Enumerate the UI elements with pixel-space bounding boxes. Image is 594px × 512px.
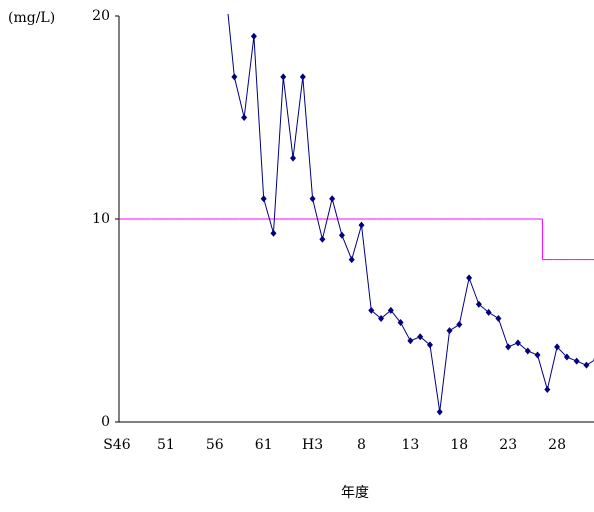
data-marker xyxy=(573,357,580,365)
data-marker xyxy=(475,300,482,308)
data-marker xyxy=(495,314,502,322)
x-tick-label: 51 xyxy=(157,437,175,453)
y-tick-label: 10 xyxy=(92,211,110,227)
x-tick-label: 18 xyxy=(450,437,468,453)
data-marker xyxy=(505,343,512,351)
x-tick-label: 23 xyxy=(499,437,517,453)
data-marker xyxy=(544,386,551,394)
data-marker xyxy=(299,73,306,81)
y-tick-label: 0 xyxy=(101,414,110,430)
data-marker xyxy=(378,314,385,322)
data-marker xyxy=(319,235,326,243)
data-marker xyxy=(241,114,248,121)
data-marker xyxy=(358,221,365,229)
data-marker xyxy=(260,195,267,203)
x-axis-label: 年度 xyxy=(341,485,369,501)
data-marker xyxy=(485,308,492,316)
x-tick-label: S46 xyxy=(103,437,130,453)
data-marker xyxy=(524,347,531,355)
data-marker xyxy=(290,154,297,162)
x-tick-label: 56 xyxy=(206,437,224,453)
x-tick-label: 13 xyxy=(401,437,419,453)
data-marker xyxy=(338,231,345,239)
y-tick-label: 20 xyxy=(92,8,110,24)
data-marker xyxy=(456,321,463,329)
data-marker xyxy=(397,319,404,327)
plot-area xyxy=(119,14,594,416)
data-marker xyxy=(368,306,375,314)
data-marker xyxy=(446,327,453,335)
data-marker xyxy=(563,353,570,361)
data-marker xyxy=(231,73,238,81)
data-marker xyxy=(466,274,473,282)
data-marker xyxy=(348,256,355,264)
data-line xyxy=(227,14,594,412)
data-marker xyxy=(534,351,541,359)
x-tick-label: 8 xyxy=(357,437,366,453)
y-axis-label: (mg/L) xyxy=(8,10,55,26)
data-marker xyxy=(387,306,394,314)
data-marker xyxy=(417,333,424,341)
data-marker xyxy=(514,339,521,347)
x-tick-label: H3 xyxy=(302,437,323,453)
x-tick-label: 61 xyxy=(255,437,273,453)
x-tick-label: 28 xyxy=(548,437,566,453)
data-marker xyxy=(329,195,336,203)
data-marker xyxy=(407,337,414,345)
data-marker xyxy=(250,32,257,40)
data-marker xyxy=(270,229,277,237)
data-marker xyxy=(309,195,316,203)
data-marker xyxy=(554,343,561,351)
data-marker xyxy=(426,341,433,349)
data-marker xyxy=(436,408,443,416)
data-marker xyxy=(280,73,287,81)
data-marker xyxy=(583,361,590,369)
